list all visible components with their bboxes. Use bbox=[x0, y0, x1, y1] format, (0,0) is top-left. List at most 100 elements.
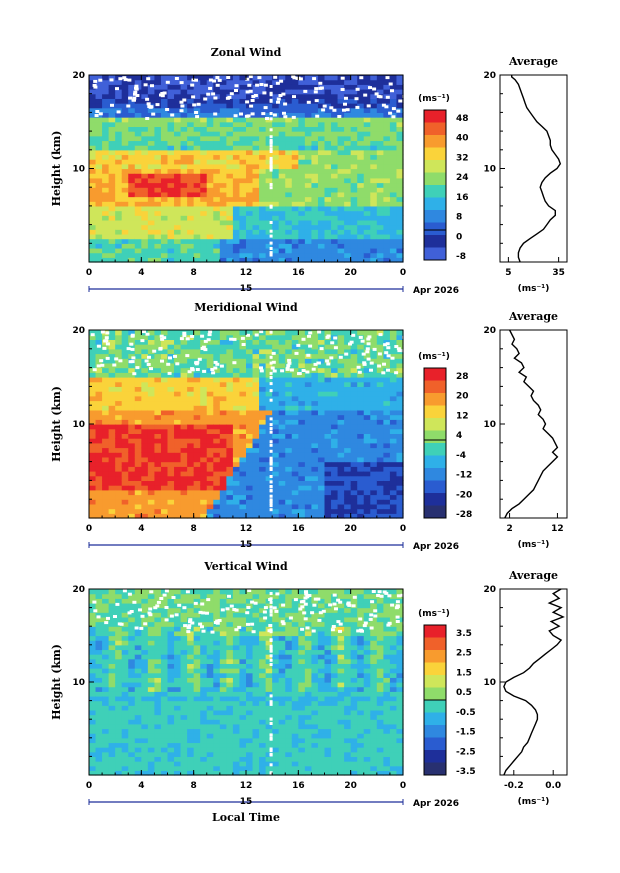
missing-data bbox=[90, 330, 406, 512]
colorbar-tick-label: 12 bbox=[456, 411, 469, 421]
y-axis-label: Height (km) bbox=[50, 386, 63, 462]
colorbar-segment bbox=[424, 455, 446, 469]
colorbar-tick-label: -4 bbox=[456, 451, 466, 461]
colorbar-tick-label: 16 bbox=[456, 193, 469, 203]
profile-x-unit: (ms⁻¹) bbox=[518, 284, 550, 294]
colorbar-tick-label: 2.5 bbox=[456, 649, 472, 659]
profile-y-tick: 10 bbox=[483, 165, 496, 175]
date-day: 15 bbox=[240, 797, 253, 807]
heatmap-cells bbox=[89, 75, 404, 263]
colorbar-tick-label: 0 bbox=[456, 232, 462, 242]
colorbar-segment bbox=[424, 687, 446, 701]
colorbar-segment bbox=[424, 172, 446, 186]
colorbar-segment bbox=[424, 222, 446, 236]
colorbar-segment bbox=[424, 122, 446, 136]
colorbar-tick-label: 0.5 bbox=[456, 688, 472, 698]
colorbar-segment bbox=[424, 160, 446, 173]
colorbar-tick-label: -8 bbox=[456, 252, 466, 262]
profile-title: Average bbox=[508, 310, 558, 323]
colorbar-segment bbox=[424, 405, 446, 419]
profile-x-tick: -0.2 bbox=[504, 781, 524, 791]
colorbar-tick-label: 28 bbox=[456, 372, 469, 382]
colorbar-segment bbox=[424, 418, 446, 431]
colorbar-segment bbox=[424, 430, 446, 444]
colorbar-tick-label: 1.5 bbox=[456, 668, 472, 678]
average-profile: Average 20 10 2 12(ms⁻¹) bbox=[483, 310, 568, 550]
profile-line bbox=[504, 329, 559, 519]
profile-frame bbox=[499, 588, 568, 776]
x-tick-label: 0 bbox=[400, 781, 406, 791]
heatmap-cells bbox=[89, 330, 404, 519]
colorbar-segment bbox=[424, 110, 446, 123]
colorbar-tick-label: 40 bbox=[456, 134, 469, 144]
colorbar-segment bbox=[424, 700, 446, 713]
x-tick-label: 16 bbox=[292, 781, 305, 791]
x-tick-label: 20 bbox=[344, 524, 357, 534]
panel-title: Vertical Wind bbox=[203, 560, 288, 573]
x-tick-label: 8 bbox=[191, 781, 197, 791]
colorbar-segment bbox=[424, 750, 446, 763]
colorbar-tick-label: -3.5 bbox=[456, 767, 476, 777]
y-tick-label: 10 bbox=[72, 678, 85, 688]
colorbar-unit: (ms⁻¹) bbox=[418, 94, 450, 104]
y-tick-label: 10 bbox=[72, 165, 85, 175]
colorbar-segment bbox=[424, 368, 446, 381]
colorbar-tick-label: -20 bbox=[456, 490, 472, 500]
colorbar-tick-label: 48 bbox=[456, 114, 469, 124]
colorbar-segment bbox=[424, 637, 446, 651]
colorbar-segment bbox=[424, 662, 446, 676]
y-tick-label: 10 bbox=[72, 420, 85, 430]
date-day: 15 bbox=[240, 540, 253, 550]
profile-y-tick: 10 bbox=[483, 420, 496, 430]
colorbar-segment bbox=[424, 493, 446, 506]
panel-3: Vertical Wind 0 4 8 12 16 20 0 20 10 Height (km) 15… bbox=[50, 560, 568, 824]
colorbar: (ms⁻¹) 28 20 12 4 -4 -12 -20 -28 bbox=[418, 352, 472, 520]
colorbar-segment bbox=[424, 725, 446, 738]
x-tick-label: 4 bbox=[138, 524, 144, 534]
date-label: Apr 2026 bbox=[413, 286, 459, 296]
x-tick-label: 4 bbox=[138, 268, 144, 278]
colorbar-segment bbox=[424, 443, 446, 456]
missing-data bbox=[92, 589, 407, 776]
colorbar-segment bbox=[424, 135, 446, 148]
colorbar-segment bbox=[424, 505, 446, 519]
x-tick-label: 0 bbox=[400, 268, 406, 278]
date-label: Apr 2026 bbox=[413, 799, 459, 809]
profile-y-tick: 10 bbox=[483, 678, 496, 688]
x-tick-label: 12 bbox=[240, 781, 253, 791]
colorbar-segment bbox=[424, 762, 446, 776]
x-tick-label: 20 bbox=[344, 781, 357, 791]
colorbar-tick-label: -2.5 bbox=[456, 747, 476, 757]
profile-x-unit: (ms⁻¹) bbox=[518, 797, 550, 807]
colorbar-segment bbox=[424, 197, 446, 211]
profile-x-tick: 0.0 bbox=[545, 781, 561, 791]
colorbar-frame bbox=[423, 109, 447, 261]
colorbar-tick-label: 3.5 bbox=[456, 629, 472, 639]
colorbar-segment bbox=[424, 247, 446, 261]
colorbar-tick-label: -0.5 bbox=[456, 708, 476, 718]
colorbar-tick-label: 8 bbox=[456, 213, 462, 223]
y-axis-label: Height (km) bbox=[50, 131, 63, 207]
x-tick-label: 12 bbox=[240, 268, 253, 278]
heatmap-cells bbox=[89, 589, 404, 776]
panel-title: Meridional Wind bbox=[194, 301, 298, 314]
x-tick-label: 16 bbox=[292, 268, 305, 278]
colorbar: (ms⁻¹) 3.5 2.5 1.5 0.5 -0.5 -1.5 -2.5 -3.5 bbox=[418, 609, 476, 777]
average-profile: Average 20 10 5 35(ms⁻¹) bbox=[483, 55, 568, 294]
profile-y-tick: 20 bbox=[483, 585, 496, 595]
colorbar-segment bbox=[424, 625, 446, 638]
x-tick-label: 0 bbox=[86, 781, 92, 791]
profile-x-unit: (ms⁻¹) bbox=[518, 540, 550, 550]
colorbar-frame bbox=[423, 367, 447, 519]
profile-x-tick: 12 bbox=[551, 524, 564, 534]
colorbar-segment bbox=[424, 468, 446, 481]
y-tick-label: 20 bbox=[72, 71, 85, 81]
colorbar-segment bbox=[424, 675, 446, 688]
profile-y-tick: 20 bbox=[483, 71, 496, 81]
colorbar-segment bbox=[424, 380, 446, 394]
colorbar-segment bbox=[424, 210, 446, 223]
colorbar-tick-label: -1.5 bbox=[456, 728, 476, 738]
colorbar-unit: (ms⁻¹) bbox=[418, 609, 450, 619]
y-tick-label: 20 bbox=[72, 585, 85, 595]
